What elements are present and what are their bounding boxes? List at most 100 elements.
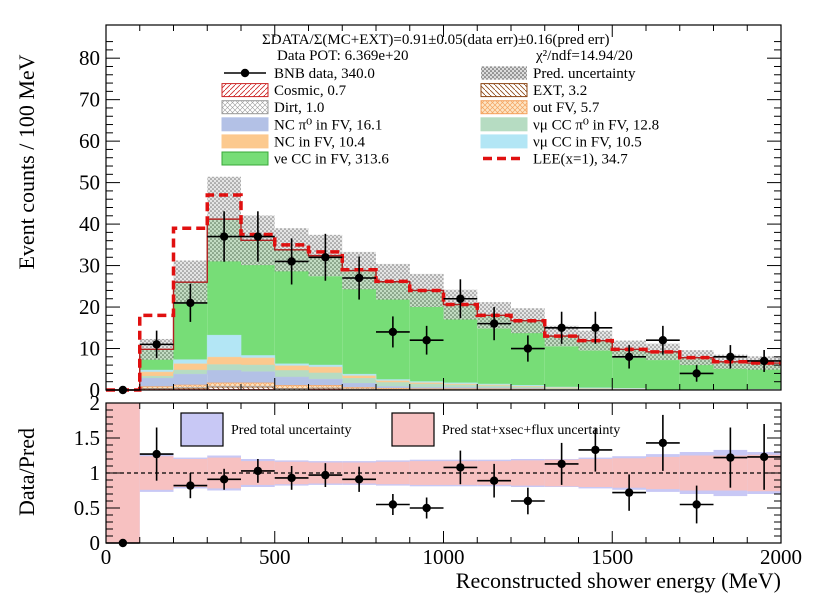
stack-bar-out-fv-11 bbox=[477, 388, 511, 390]
legend-entry-numucc: νμ CC in FV, 10.5 bbox=[480, 134, 642, 150]
lee-line bbox=[106, 193, 781, 392]
stack-bar--cc-in-fv-5 bbox=[274, 363, 309, 366]
stack-bar-nc-0-in-fv-3 bbox=[207, 370, 241, 383]
stack-bar-ext-4 bbox=[241, 387, 275, 390]
stack-bar-nc-0-in-fv-6 bbox=[308, 379, 343, 386]
stack-bar-nc-0-in-fv-7 bbox=[342, 383, 376, 388]
stack-bar-ext-1 bbox=[139, 388, 174, 390]
stack-bar-out-fv-9 bbox=[409, 388, 444, 390]
stack-bar--cc-0-in-fv-2 bbox=[173, 370, 208, 375]
stack-bar--cc-0-in-fv-4 bbox=[241, 365, 275, 372]
ratio-point-18 bbox=[726, 453, 735, 462]
ratio-y-axis: 0 0.5 1 1.5 2 bbox=[74, 391, 781, 555]
stack-bar--cc-in-fv-3 bbox=[207, 335, 241, 358]
stack-bar-nc-in-fv-4 bbox=[241, 358, 275, 366]
stack-bar--cc-in-fv-7 bbox=[342, 374, 376, 376]
data-point-7 bbox=[354, 273, 364, 283]
legend-entry-cosmic: Cosmic, 0.7 bbox=[221, 83, 347, 99]
ratio-point-12 bbox=[523, 496, 533, 506]
legend-label: BNB data, 340.0 bbox=[274, 66, 375, 82]
stack-bar-nc-in-fv-2 bbox=[173, 363, 208, 371]
ratio-point-10 bbox=[456, 463, 465, 472]
legend-entry-unc: Pred. uncertainty bbox=[481, 66, 636, 82]
top-ytick-label: 20 bbox=[79, 295, 100, 319]
ratio-point-11 bbox=[489, 476, 499, 485]
stat-unc-band-8 bbox=[376, 461, 410, 485]
top-x-ticks bbox=[105, 25, 782, 390]
data-point-16 bbox=[658, 336, 668, 345]
stack-bar-out-fv-3 bbox=[207, 382, 241, 387]
ratio-point-8 bbox=[388, 500, 398, 509]
stack-bar--cc-0-in-fv-12 bbox=[511, 386, 545, 389]
stack-bar-nc-in-fv-11 bbox=[477, 385, 511, 386]
stack-bar-out-fv-10 bbox=[443, 388, 478, 390]
stack-outline-6 bbox=[106, 356, 781, 391]
legend-entry-data: BNB data, 340.0 bbox=[224, 66, 375, 82]
data-point-8 bbox=[388, 327, 398, 337]
data-point-18 bbox=[726, 352, 735, 362]
stack-bar--cc-in-fv-13 bbox=[544, 387, 579, 388]
stack-bar-out-fv-6 bbox=[308, 385, 343, 388]
data-point-4 bbox=[253, 232, 263, 241]
ratio-point-4 bbox=[253, 466, 263, 476]
top-legend: BNB data, 340.0 Pred. uncertainty Cosmic, … bbox=[221, 66, 659, 168]
stack-bar-nc-in-fv-10 bbox=[443, 384, 478, 386]
stack-bar-nc-0-in-fv-11 bbox=[477, 387, 511, 389]
stack-bar-ext-5 bbox=[274, 388, 309, 390]
legend-label: νμ CC in FV, 10.5 bbox=[533, 134, 642, 150]
stack-bar-nc-in-fv-5 bbox=[274, 365, 309, 371]
ratio-point-14 bbox=[591, 445, 600, 455]
ratio-points bbox=[106, 414, 781, 548]
stack-bar-nc-0-in-fv-8 bbox=[376, 386, 410, 389]
ratio-point-6 bbox=[321, 470, 330, 480]
ratio-ytick-label: 0.5 bbox=[74, 496, 100, 520]
data-point-15 bbox=[624, 352, 634, 362]
legend-entry-lee: LEE(x=1), 34.7 bbox=[483, 152, 628, 168]
stack-bar-out-fv-2 bbox=[173, 385, 208, 388]
stack-bar-out-fv-1 bbox=[139, 386, 174, 389]
stack-bar--cc-0-in-fv-6 bbox=[308, 372, 343, 380]
stack-bar-nc-in-fv-9 bbox=[409, 382, 444, 385]
ratio-legend-entry-0: Pred total uncertainty bbox=[180, 412, 352, 447]
stack-bar-ext-6 bbox=[308, 388, 343, 390]
stack-bar-nc-in-fv-3 bbox=[207, 357, 241, 365]
stack-bar--cc-in-fv-1 bbox=[139, 370, 174, 373]
ratio-xtick-label: 1000 bbox=[423, 545, 465, 569]
stack-bar-nc-0-in-fv-1 bbox=[139, 378, 174, 387]
legend-entry-nue: νe CC in FV, 313.6 bbox=[221, 151, 389, 168]
ratio-legend-entry-1: Pred stat+xsec+flux uncertainty bbox=[391, 412, 620, 447]
stack-bar--cc-0-in-fv-13 bbox=[544, 388, 579, 390]
ratio-ytick-label: 2 bbox=[90, 391, 101, 415]
stack-bar-nc-in-fv-7 bbox=[342, 375, 376, 379]
stack-bar--cc-in-fv-10 bbox=[443, 382, 478, 385]
stack-bar-dirt-4 bbox=[241, 386, 275, 388]
ratio-xtick-label: 2000 bbox=[760, 545, 802, 569]
ratio-legend: Pred total uncertainty Pred stat+xsec+flu… bbox=[180, 412, 620, 447]
stack-bar-dirt-2 bbox=[173, 387, 208, 389]
stack-outline-7 bbox=[106, 334, 781, 391]
stack-bar--cc-0-in-fv-1 bbox=[139, 376, 174, 379]
stack-bar--cc-0-in-fv-14 bbox=[578, 388, 613, 390]
stack-bar--cc-0-in-fv-3 bbox=[207, 364, 241, 371]
stack-bar--cc-0-in-fv-7 bbox=[342, 378, 376, 384]
ratio-ytick-label: 1 bbox=[90, 461, 101, 485]
ratio-point-15 bbox=[624, 488, 634, 497]
stack-bar-out-fv-5 bbox=[274, 385, 309, 389]
stack-bar--cc-in-fv-12 bbox=[511, 385, 545, 387]
ratio-xtick-label: 500 bbox=[259, 545, 291, 569]
legend-entry-nc: NC in FV, 10.4 bbox=[221, 134, 365, 150]
legend-label: Pred. uncertainty bbox=[533, 66, 636, 82]
data-point-6 bbox=[321, 253, 330, 262]
data-point-5 bbox=[287, 257, 296, 266]
data-point-1 bbox=[152, 340, 161, 349]
pot-label: Data POT: 6.369e+20 bbox=[277, 48, 408, 64]
ratio-panel: 0 0.5 1 1.5 2 0 500 1000 1500 2000 Pred total un… bbox=[14, 391, 802, 593]
top-y-label: Event counts / 100 MeV bbox=[14, 54, 39, 269]
ratio-ytick-label: 0 bbox=[90, 531, 101, 555]
data-point-9 bbox=[422, 336, 431, 345]
stack-bar-nc-0-in-fv-2 bbox=[173, 374, 208, 386]
legend-entry-ncpi0: NC π⁰ in FV, 16.1 bbox=[221, 117, 382, 133]
stack-bar--cc-0-in-fv-11 bbox=[477, 385, 511, 388]
stack-bar-ext-2 bbox=[173, 388, 208, 390]
